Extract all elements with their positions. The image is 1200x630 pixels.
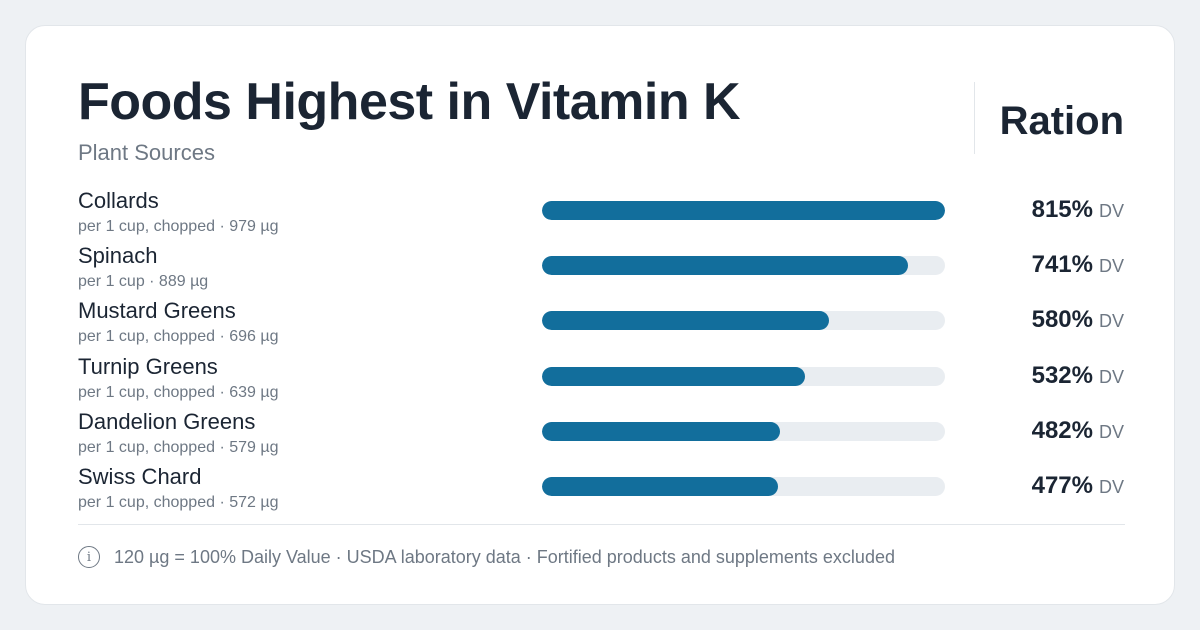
food-detail: per 1 cup, chopped · 696 µg [78, 328, 279, 346]
bar-track [542, 477, 945, 496]
percent-value: 741% [1031, 251, 1093, 279]
value-label: 532% DV [1032, 362, 1124, 393]
percent-value: 477% [1031, 472, 1093, 499]
bar [542, 477, 778, 496]
page-subtitle: Plant Sources [78, 140, 215, 165]
footer: i 120 µg = 100% Daily Value · USDA labor… [78, 544, 895, 570]
food-name: Spinach [78, 243, 158, 269]
info-icon: i [78, 546, 100, 568]
brand-logo: Ration [999, 99, 1124, 143]
bar-row: Mustard Greens per 1 cup, chopped · 696 µ… [26, 296, 1174, 351]
bar-track [542, 366, 945, 386]
food-name: Turnip Greens [78, 353, 218, 379]
bar-row: Dandelion Greens per 1 cup, chopped · 579… [26, 407, 1174, 462]
bar-track [542, 256, 945, 276]
food-name: Dandelion Greens [78, 408, 256, 434]
bar-track [542, 201, 945, 220]
value-label: 741% DV [1032, 251, 1124, 282]
header-divider [974, 82, 975, 154]
footer-divider [78, 524, 1125, 525]
food-detail: per 1 cup · 889 µg [78, 273, 209, 291]
footnote: 120 µg = 100% Daily Value · USDA laborat… [114, 546, 895, 567]
value-label: 580% DV [1032, 306, 1124, 337]
unit-label: DV [1098, 421, 1124, 442]
value-label: 477% DV [1032, 472, 1124, 503]
unit-label: DV [1098, 366, 1124, 387]
percent-value: 815% [1031, 196, 1093, 223]
bar [542, 366, 806, 386]
bar-row: Swiss Chard per 1 cup, chopped · 572 µg 47… [26, 462, 1174, 517]
food-detail: per 1 cup, chopped · 572 µg [78, 494, 279, 511]
bar-row: Turnip Greens per 1 cup, chopped · 639 µg… [26, 352, 1174, 407]
food-name: Swiss Chard [78, 464, 202, 489]
bar [542, 201, 945, 220]
food-detail: per 1 cup, chopped · 579 µg [78, 438, 279, 456]
unit-label: DV [1098, 201, 1124, 221]
food-name: Mustard Greens [78, 298, 236, 324]
bar-row: Collards per 1 cup, chopped · 979 µg 815% D… [26, 186, 1174, 241]
bar [542, 311, 829, 331]
food-detail: per 1 cup, chopped · 639 µg [78, 383, 279, 401]
food-detail: per 1 cup, chopped · 979 µg [78, 218, 279, 235]
page-title: Foods Highest in Vitamin K [78, 73, 741, 131]
unit-label: DV [1098, 477, 1124, 497]
food-name: Collards [78, 188, 159, 213]
value-label: 482% DV [1032, 417, 1124, 448]
percent-value: 580% [1031, 306, 1093, 334]
unit-label: DV [1098, 311, 1124, 332]
value-label: 815% DV [1032, 196, 1124, 227]
percent-value: 532% [1031, 361, 1093, 389]
bar-row: Spinach per 1 cup · 889 µg 741% DV [26, 241, 1174, 296]
bar [542, 421, 781, 441]
bar-track [542, 421, 945, 441]
bar-track [542, 311, 945, 331]
percent-value: 482% [1031, 416, 1093, 444]
unit-label: DV [1098, 256, 1124, 277]
chart-card: Foods Highest in Vitamin K Plant Sources… [25, 25, 1175, 605]
bar [542, 256, 909, 276]
